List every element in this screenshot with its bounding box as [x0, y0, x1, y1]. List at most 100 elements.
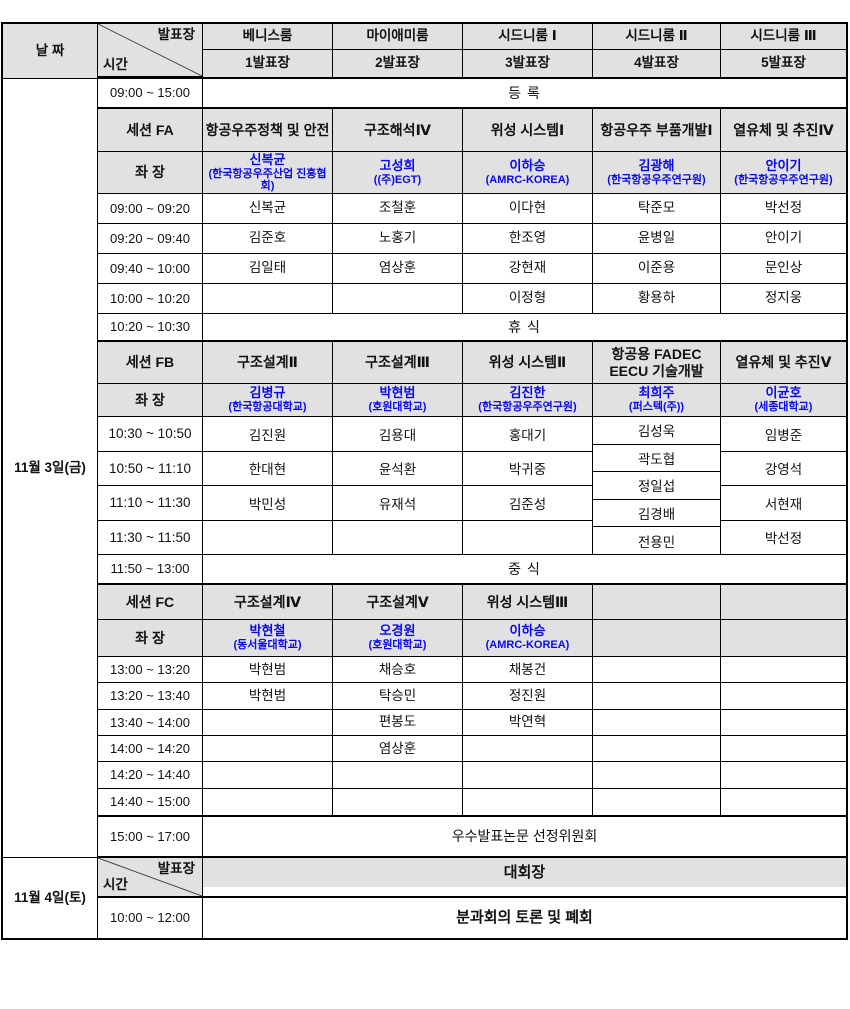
chair-cell: 이하승 (AMRC-KOREA) — [463, 152, 593, 194]
session-title-cell: 위성 시스템Ⅱ — [463, 342, 593, 384]
session-title-cell: 항공우주 부품개발Ⅰ — [593, 109, 721, 152]
time-cell: 11:10 ~ 11:30 — [98, 486, 203, 521]
time-cell: 09:40 ~ 10:00 — [98, 254, 203, 284]
time-cell: 10:20 ~ 10:30 — [98, 314, 203, 340]
chair-affiliation: (한국항공우주연구원) — [478, 401, 577, 414]
presenter-cell: 유재석 — [333, 486, 463, 521]
session-title-cell: 구조해석Ⅳ — [333, 109, 463, 152]
chair-name: 오경원 — [379, 623, 416, 639]
chair-affiliation: (한국항공우주연구원) — [607, 173, 706, 186]
presenter-cell: 염상훈 — [333, 254, 463, 284]
day2-room-time-diagonal-cell: 발표장 시간 — [98, 858, 203, 896]
header-band: 발표장 시간 베니스룸 마이애미룸 시드니룸 Ⅰ 시드니룸 Ⅱ 시드니룸 Ⅲ 1… — [98, 24, 846, 79]
presenter-cell: 신복균 — [203, 194, 333, 224]
session-fc-rows: 13:00 ~ 13:20 박현범 채승호 채봉건 13:20 ~ 13:40 … — [98, 657, 846, 817]
presenter-cell — [593, 683, 721, 710]
session-title-cell: 열유체 및 추진Ⅴ — [721, 342, 846, 384]
presenter-cell: 박현범 — [203, 657, 333, 684]
time-cell: 10:00 ~ 10:20 — [98, 284, 203, 314]
day2-venue-cell: 대회장 — [203, 858, 846, 887]
lunch-band: 11:50 ~ 13:00 중 식 — [98, 555, 846, 585]
presenter-cell: 문인상 — [721, 254, 846, 284]
chair-name: 김진한 — [509, 385, 546, 401]
chair-label-cell: 좌 장 — [98, 384, 203, 417]
date-column-header: 날 짜 — [3, 24, 98, 79]
presenter-cell: 박선정 — [721, 521, 846, 555]
chair-cell: 고성희 ((주)EGT) — [333, 152, 463, 194]
session-title-cell — [593, 585, 721, 620]
presenter-cell: 김일태 — [203, 254, 333, 284]
presenter-cell — [203, 709, 333, 736]
conference-schedule-table: 날 짜 11월 3일(금) 11월 4일(토) 발표장 시간 베니스룸 마이애미… — [1, 22, 848, 940]
fb-room2-subcolumn: 김용대 윤석환 유재석 — [333, 417, 463, 555]
session-label-cell: 세션 FA — [98, 109, 203, 152]
presenter-cell: 황용하 — [593, 284, 721, 314]
session-title-cell: 위성 시스템Ⅰ — [463, 109, 593, 152]
chair-name: 이하승 — [509, 157, 546, 173]
chair-name: 고성희 — [379, 157, 416, 173]
chair-cell: 박현범 (호원대학교) — [333, 384, 463, 417]
chair-affiliation: (한국항공우주연구원) — [734, 173, 833, 186]
time-cell: 11:50 ~ 13:00 — [98, 555, 203, 583]
presenter-cell: 한대현 — [203, 451, 333, 486]
break-band: 10:20 ~ 10:30 휴 식 — [98, 314, 846, 342]
session-label-cell: 세션 FB — [98, 342, 203, 384]
presenter-cell: 염상훈 — [333, 736, 463, 763]
chair-cell: 김진한 (한국항공우주연구원) — [463, 384, 593, 417]
presenter-cell: 김성욱 — [593, 417, 721, 445]
room-header: 베니스룸 — [203, 24, 333, 50]
presenter-cell: 탁승민 — [333, 683, 463, 710]
presenter-cell — [333, 284, 463, 314]
room-header: 마이애미룸 — [333, 24, 463, 50]
presenter-cell: 채승호 — [333, 657, 463, 684]
fb-room5-subcolumn: 임병준 강영석 서현재 박선정 — [721, 417, 846, 555]
chair-label-cell: 좌 장 — [98, 152, 203, 194]
day1-date-cell: 11월 3일(금) — [3, 79, 98, 858]
room-header: 시드니룸 Ⅰ — [463, 24, 593, 50]
lunch-cell: 중 식 — [508, 560, 541, 577]
room-header: 시드니룸 Ⅱ — [593, 24, 721, 50]
presenter-cell — [333, 520, 463, 555]
day2-date-cell: 11월 4일(토) — [3, 858, 98, 938]
presenter-cell: 김경배 — [593, 499, 721, 528]
session-title-cell — [721, 585, 846, 620]
closing-cell: 분과회의 토론 및 폐회 — [456, 909, 593, 926]
presenter-cell — [203, 284, 333, 314]
presenter-cell: 박연혁 — [463, 709, 593, 736]
time-cell: 09:00 ~ 09:20 — [98, 194, 203, 224]
presenter-cell: 정일섭 — [593, 472, 721, 500]
committee-band: 15:00 ~ 17:00 우수발표논문 선정위원회 — [98, 817, 846, 858]
day2-header-band: 발표장 시간 대회장 — [98, 858, 846, 898]
chair-affiliation: (AMRC-KOREA) — [485, 173, 570, 186]
room-subheader: 3발표장 — [463, 50, 593, 77]
presenter-cell: 박현범 — [203, 683, 333, 710]
presenter-cell: 이준용 — [593, 254, 721, 284]
session-title-cell: 구조설계Ⅳ — [203, 585, 333, 620]
presenter-cell: 박귀중 — [463, 451, 593, 486]
session-title-cell: 항공우주정책 및 안전 — [203, 109, 333, 152]
session-fc-title-band: 세션 FC 구조설계Ⅳ 구조설계Ⅴ 위성 시스템Ⅲ — [98, 585, 846, 620]
room-time-diagonal-cell: 발표장 시간 — [98, 24, 203, 77]
session-fb-title-band: 세션 FB 구조설계Ⅱ 구조설계Ⅲ 위성 시스템Ⅱ 항공용 FADEC EECU… — [98, 342, 846, 384]
chair-name: 최희주 — [638, 385, 675, 401]
chair-cell: 이하승 (AMRC-KOREA) — [463, 620, 593, 657]
time-cell: 14:00 ~ 14:20 — [98, 736, 203, 763]
presenter-cell — [721, 736, 846, 763]
fb-room4-subcolumn: 김성욱 곽도협 정일섭 김경배 전용민 — [593, 417, 721, 555]
presenter-cell: 김준호 — [203, 224, 333, 254]
presenter-cell: 탁준모 — [593, 194, 721, 224]
chair-affiliation: (호원대학교) — [368, 401, 427, 414]
chair-affiliation: (퍼스텍(주)) — [628, 401, 685, 414]
time-cell: 15:00 ~ 17:00 — [98, 817, 203, 856]
session-title-cell: 구조설계Ⅲ — [333, 342, 463, 384]
room-axis-label: 발표장 — [157, 861, 195, 876]
fb-room1-subcolumn: 김진원 한대현 박민성 — [203, 417, 333, 555]
session-title-cell: 위성 시스템Ⅲ — [463, 585, 593, 620]
presenter-cell: 채봉건 — [463, 657, 593, 684]
presenter-cell: 김용대 — [333, 417, 463, 452]
chair-name: 이하승 — [509, 623, 546, 639]
room-subheader: 1발표장 — [203, 50, 333, 77]
presenter-cell — [721, 657, 846, 684]
fb-time-subcolumn: 10:30 ~ 10:50 10:50 ~ 11:10 11:10 ~ 11:3… — [98, 417, 203, 555]
chair-cell: 최희주 (퍼스텍(주)) — [593, 384, 721, 417]
